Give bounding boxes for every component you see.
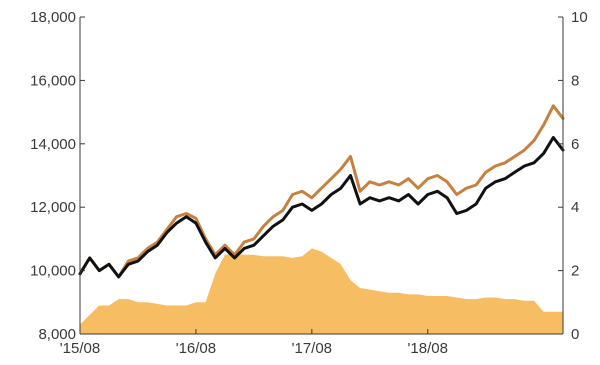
labels-layer: 8,000 10,000 12,000 14,000 16,000 18,000 0 2 4 6 8… xyxy=(30,9,588,357)
series-line-2 xyxy=(78,136,565,279)
x-tick-label: '16/08 xyxy=(176,340,216,357)
y-left-tick-label: 12,000 xyxy=(30,199,76,216)
y-right-tick-label: 8 xyxy=(571,72,579,89)
y-left-tick-label: 18,000 xyxy=(30,9,76,26)
x-tick-label: '18/08 xyxy=(408,340,448,357)
axes-layer xyxy=(79,16,564,335)
x-tick-label: '17/08 xyxy=(292,340,332,357)
y-left-tick-label: 8,000 xyxy=(38,326,76,343)
y-left-tick-label: 10,000 xyxy=(30,263,76,280)
y-right-tick-label: 4 xyxy=(571,199,579,216)
x-tick-label: '15/08 xyxy=(60,340,100,357)
y-right-tick-label: 6 xyxy=(571,136,579,153)
y-right-tick-label: 0 xyxy=(571,326,579,343)
series-layer xyxy=(78,104,565,334)
y-left-tick-label: 14,000 xyxy=(30,136,76,153)
y-right-tick-label: 10 xyxy=(571,9,588,26)
series-area-0 xyxy=(80,248,563,334)
series-line-1 xyxy=(78,104,565,279)
y-left-tick-label: 16,000 xyxy=(30,72,76,89)
y-right-tick-label: 2 xyxy=(571,263,579,280)
